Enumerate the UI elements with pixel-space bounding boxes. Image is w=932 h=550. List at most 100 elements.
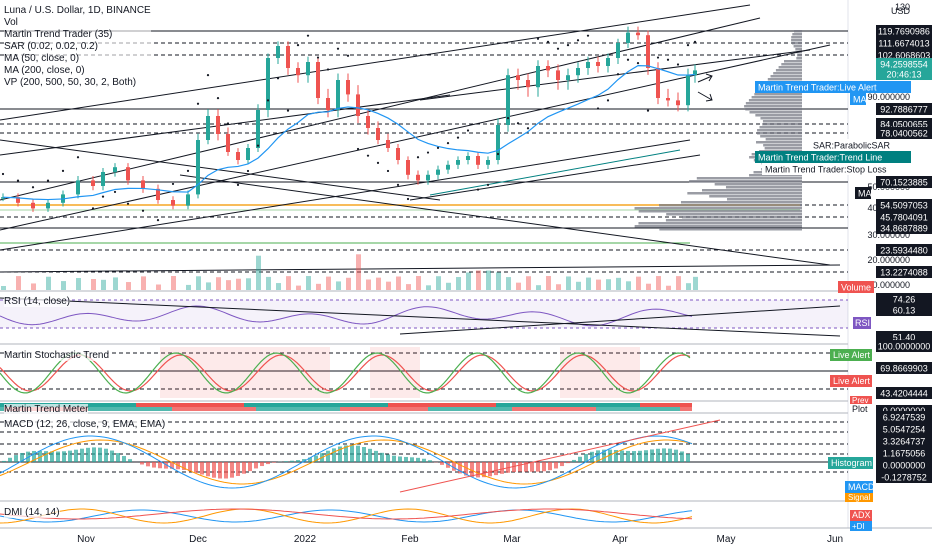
meter-cell [312, 407, 316, 411]
macd-tick-text: -0.1278752 [881, 473, 927, 483]
meter-cell [332, 407, 336, 411]
macd-tick-text: 3.3264737 [883, 437, 926, 447]
meter-cell [408, 407, 412, 411]
macd-hist-bar [602, 449, 606, 462]
meter-cell [672, 403, 676, 407]
price-tag [876, 266, 932, 278]
meter-cell [404, 407, 408, 411]
macd-hist-bar [188, 462, 192, 472]
macd-pane-label[interactable]: MACD (12, 26, close, 9, EMA, EMA) [4, 419, 166, 430]
volume-bar [156, 284, 161, 290]
volume-bar [546, 276, 551, 290]
adx-tag [850, 510, 872, 521]
meter-cell [392, 403, 396, 407]
vol-label[interactable]: Vol [4, 17, 18, 28]
indicator-martin-trend-trader[interactable]: Martin Trend Trader (35) [4, 29, 113, 40]
macd-hist-bar [404, 456, 408, 462]
volume-bar [386, 281, 391, 290]
meter-cell [528, 403, 532, 407]
trend-line [0, 264, 841, 273]
sar-dot [646, 109, 650, 112]
meter-cell [92, 407, 96, 411]
meter-cell [216, 403, 220, 407]
price-tag-text: 92.7886777 [880, 105, 928, 115]
meter-cell [204, 403, 208, 407]
meter-cell [400, 407, 404, 411]
sar-dot [686, 44, 690, 47]
chart-tag [855, 187, 871, 199]
meter-cell [508, 407, 512, 411]
meter-cell [548, 403, 552, 407]
sar-dot [171, 182, 175, 186]
candle-body [526, 80, 530, 88]
time-axis-label: Dec [189, 534, 207, 545]
candle-body [656, 68, 660, 98]
vp-bar [770, 75, 802, 78]
meter-cell [220, 407, 224, 411]
vp-bar [756, 141, 802, 144]
macd-hist-bar [380, 452, 384, 462]
dmi-pane-label[interactable]: DMI (14, 14) [4, 507, 60, 518]
meter-cell [400, 403, 404, 407]
indicator-sar[interactable]: SAR (0.02, 0.02, 0.2) [4, 41, 98, 52]
sar-dot [616, 73, 620, 76]
rsi-pane-label[interactable]: RSI (14, close) [4, 296, 71, 307]
vp-bar [634, 225, 802, 228]
meter-cell [196, 407, 200, 411]
meter-cell [296, 403, 300, 407]
vp-bar [689, 180, 802, 183]
macd-hist-bar [386, 454, 390, 462]
meter-cell [460, 403, 464, 407]
meter-cell [92, 403, 96, 407]
price-tag-text: 13.2274088 [880, 268, 928, 278]
macd-hist-text: Histogram [831, 458, 872, 468]
parabolic-sar [1, 34, 697, 222]
vp-bar [757, 129, 802, 132]
meter-pane-label[interactable]: Martin Trend Meter [4, 404, 89, 415]
candle-body [91, 180, 95, 186]
stoch-tick-tag [876, 340, 932, 352]
stoch-live-tag [830, 349, 872, 361]
stoch-pane-label[interactable]: Martin Stochastic Trend [4, 350, 110, 361]
meter-cell [376, 407, 380, 411]
stoch-live-text: Live Alert [833, 350, 871, 360]
macd-hist-bar [662, 448, 666, 462]
meter-cell [644, 407, 648, 411]
volume-bar [76, 278, 81, 290]
meter-cell [520, 407, 524, 411]
macd-hist-bar [410, 457, 414, 462]
candle-body [1, 197, 5, 199]
vp-bar [781, 63, 802, 66]
meter-cell [316, 403, 320, 407]
macd-hist-bar [512, 462, 516, 473]
volume-bar [566, 276, 571, 290]
sar-dot [566, 44, 570, 47]
vp-bar [702, 189, 802, 192]
macd-hist-bar [470, 462, 474, 477]
candle-body [326, 98, 330, 110]
indicator-ma50[interactable]: MA (50, close, 0) [4, 53, 80, 64]
vp-bar [764, 147, 802, 150]
symbol-title[interactable]: Luna / U.S. Dollar, 1D, BINANCE [4, 5, 151, 16]
macd-hist-bar [104, 448, 108, 462]
volume-bar [616, 277, 621, 290]
indicator-vp[interactable]: VP (200, 500, 50, 30, 2, Both) [4, 77, 137, 88]
volume-bar [336, 281, 341, 290]
rsi-tick-text: 51.40 [893, 333, 916, 343]
meter-tag-text: Plot [852, 404, 868, 414]
martin-trend-line [429, 149, 681, 196]
macd-hist-bar [8, 457, 12, 462]
price-tag-text: 119.7690986 [878, 27, 930, 37]
macd-hist-bar [92, 447, 96, 462]
sar-dot [76, 156, 80, 159]
macd-hist-bar [680, 451, 684, 462]
meter-cell [200, 403, 204, 407]
price-axis-tick: 10.000000 [867, 280, 910, 290]
meter-cell [316, 407, 320, 411]
indicator-ma200[interactable]: MA (200, close, 0) [4, 65, 85, 76]
meter-cell [284, 407, 288, 411]
meter-cell [192, 407, 196, 411]
price-tag-text: 54.5097053 [880, 201, 928, 211]
stoch-tick-text: 69.8669903 [880, 364, 928, 374]
meter-cell [96, 407, 100, 411]
